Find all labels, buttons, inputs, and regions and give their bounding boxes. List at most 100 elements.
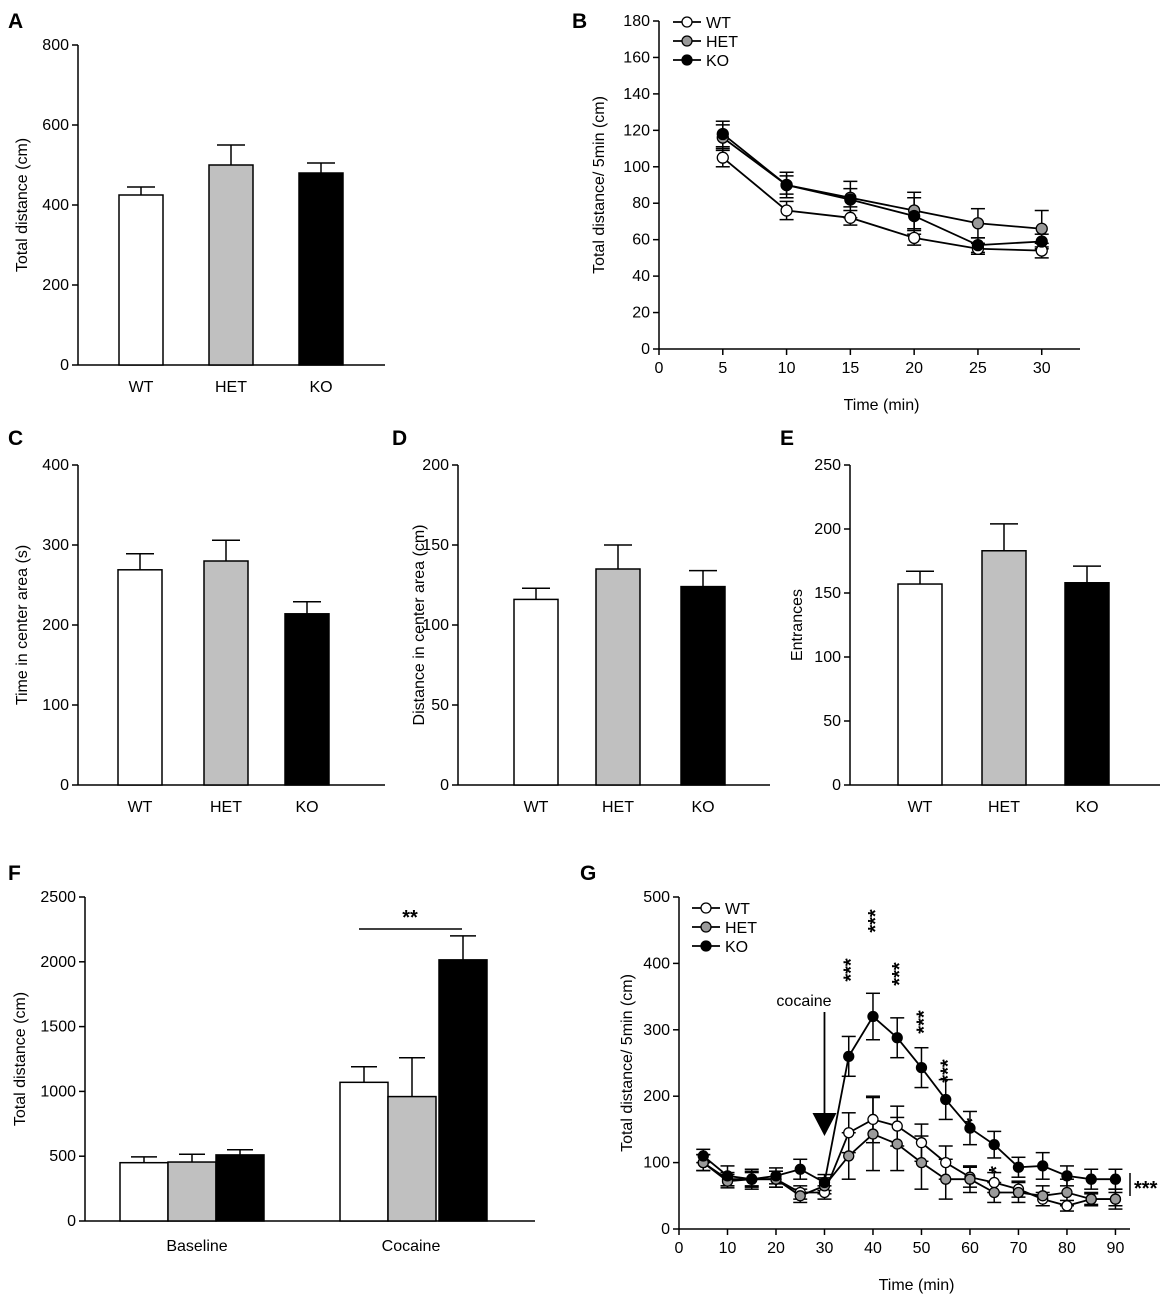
series-ko-point bbox=[915, 1061, 928, 1074]
series-ko-point bbox=[964, 1122, 976, 1134]
series-wt-point bbox=[716, 151, 729, 164]
x-category-label: WT bbox=[524, 799, 549, 816]
panel-letter-c: C bbox=[8, 427, 23, 450]
x-category-label: WT bbox=[128, 799, 153, 816]
x-axis-label: Time (min) bbox=[844, 397, 920, 414]
y-tick-label: 100 bbox=[643, 1155, 670, 1172]
legend-label-ko: KO bbox=[706, 53, 729, 70]
x-category-label: HET bbox=[210, 799, 242, 816]
series-wt-point bbox=[940, 1156, 952, 1169]
x-category-label: KO bbox=[1075, 799, 1098, 816]
series-wt-point bbox=[844, 211, 857, 224]
significance-stars-t55: *** bbox=[938, 1059, 960, 1083]
y-tick-label: 50 bbox=[431, 697, 449, 714]
panel-letter-f: F bbox=[8, 862, 21, 885]
x-category-label: WT bbox=[129, 379, 154, 396]
significance-stars-t40: *** bbox=[865, 909, 887, 933]
legend-marker-het bbox=[681, 35, 693, 47]
series-ko-point bbox=[697, 1150, 709, 1162]
x-category-label: KO bbox=[309, 379, 332, 396]
series-het-point bbox=[988, 1186, 1000, 1199]
series-het-point bbox=[1035, 222, 1048, 235]
series-wt-line bbox=[722, 156, 1042, 252]
panel-letter-d: D bbox=[392, 427, 407, 450]
x-category-label: Cocaine bbox=[382, 1238, 441, 1255]
x-tick-label: 70 bbox=[1010, 1240, 1028, 1257]
series-ko-point bbox=[1035, 235, 1048, 248]
series-het-point bbox=[971, 217, 985, 230]
bar-cocaine-wt bbox=[339, 1081, 389, 1222]
panel-c-chart: 0 100 200 300 400 Time in center area (s) WT HE… bbox=[14, 457, 385, 816]
y-axis-label: Total distance/ 5min (cm) bbox=[591, 96, 608, 274]
y-tick-label: 250 bbox=[814, 457, 841, 474]
series-het-point bbox=[964, 1173, 976, 1185]
series-het-point bbox=[1085, 1193, 1097, 1205]
y-tick-label: 800 bbox=[42, 37, 69, 54]
y-tick-label: 100 bbox=[623, 159, 650, 176]
x-category-label: HET bbox=[988, 799, 1020, 816]
y-tick-label: 400 bbox=[42, 197, 69, 214]
x-tick-label: 15 bbox=[841, 360, 859, 377]
series-wt-point bbox=[867, 1113, 879, 1126]
series-het-point bbox=[1061, 1186, 1073, 1199]
y-axis-label: Total distance (cm) bbox=[14, 138, 31, 272]
panel-d-chart: 0 50 100 150 200 Distance in center area (cm)… bbox=[411, 457, 770, 816]
legend-marker-ko bbox=[681, 54, 693, 66]
y-axis-label: Time in center area (s) bbox=[14, 545, 31, 705]
legend-marker-wt bbox=[700, 902, 712, 914]
x-category-label: HET bbox=[602, 799, 634, 816]
series-ko-point bbox=[1085, 1173, 1097, 1185]
x-tick-label: 50 bbox=[913, 1240, 931, 1257]
y-tick-label: 60 bbox=[632, 232, 650, 249]
series-wt-point bbox=[988, 1176, 1000, 1189]
series-ko-point bbox=[891, 1032, 903, 1044]
series-het-point bbox=[940, 1173, 952, 1185]
series-ko-point bbox=[867, 1010, 879, 1023]
x-tick-label: 30 bbox=[1033, 360, 1051, 377]
x-category-label: KO bbox=[691, 799, 714, 816]
series-ko-line bbox=[702, 1015, 1116, 1184]
y-tick-label: 300 bbox=[42, 537, 69, 554]
y-tick-label: 300 bbox=[643, 1022, 670, 1039]
x-tick-label: 0 bbox=[655, 360, 664, 377]
legend-label-het: HET bbox=[706, 34, 738, 51]
series-ko-point bbox=[1012, 1161, 1025, 1173]
x-tick-label: 5 bbox=[718, 360, 727, 377]
y-tick-label: 100 bbox=[422, 617, 449, 634]
bar-het bbox=[595, 568, 641, 786]
series-het-point bbox=[915, 1156, 928, 1169]
y-tick-label: 0 bbox=[641, 341, 650, 358]
significance-stars: ** bbox=[402, 907, 418, 929]
y-tick-label: 400 bbox=[42, 457, 69, 474]
series-ko-point bbox=[1109, 1173, 1122, 1185]
bar-het bbox=[203, 560, 249, 786]
x-tick-label: 80 bbox=[1058, 1240, 1076, 1257]
y-tick-label: 180 bbox=[623, 13, 650, 30]
bar-ko bbox=[298, 172, 344, 366]
y-axis-label: Distance in center area (cm) bbox=[411, 525, 428, 726]
series-ko-point bbox=[843, 1050, 855, 1063]
series-het-point bbox=[794, 1190, 806, 1202]
y-tick-label: 0 bbox=[67, 1213, 76, 1230]
significance-stars-t65: * bbox=[986, 1166, 1008, 1174]
legend-label-wt: WT bbox=[706, 15, 731, 32]
x-tick-label: 10 bbox=[778, 360, 796, 377]
series-wt-line bbox=[702, 1118, 1116, 1207]
series-het-point bbox=[843, 1150, 855, 1162]
y-tick-label: 100 bbox=[814, 649, 841, 666]
y-tick-label: 140 bbox=[623, 86, 650, 103]
significance-stars-t50: *** bbox=[913, 1010, 935, 1034]
series-ko-point bbox=[721, 1170, 734, 1182]
group-significance-stars: *** bbox=[1134, 1178, 1158, 1200]
legend-marker-ko bbox=[700, 940, 712, 952]
bar-wt bbox=[117, 569, 163, 786]
legend-marker-wt bbox=[681, 16, 693, 28]
bar-cocaine-ko bbox=[438, 959, 488, 1222]
y-tick-label: 2500 bbox=[40, 889, 76, 906]
legend-label-ko: KO bbox=[725, 939, 748, 956]
bar-wt bbox=[118, 194, 164, 366]
y-tick-label: 100 bbox=[42, 697, 69, 714]
y-tick-label: 200 bbox=[814, 521, 841, 538]
